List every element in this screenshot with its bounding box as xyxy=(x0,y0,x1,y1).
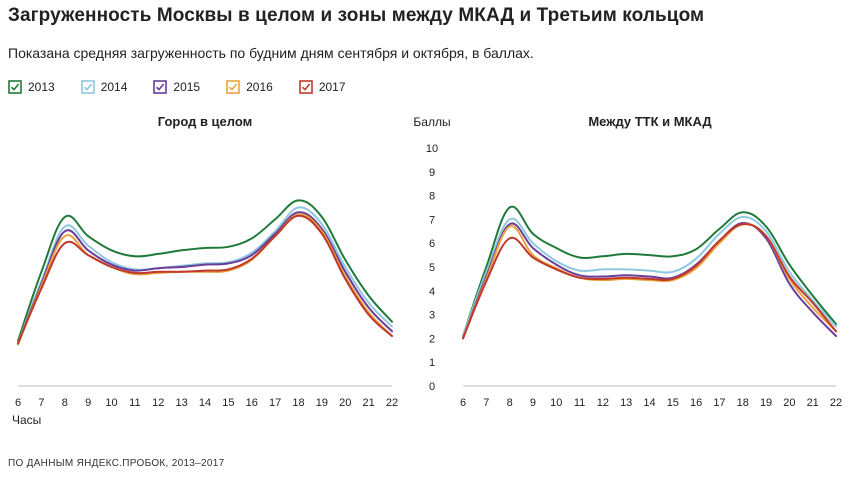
y-tick-label: 5 xyxy=(429,262,435,274)
source-note: ПО ДАННЫМ ЯНДЕКС.ПРОБОК, 2013–2017 xyxy=(8,458,225,469)
chart-panel-1: Город в целом 6 7 8 9 10 11 12 13 14 15 16 17 18 19 20 2… xyxy=(12,114,398,427)
x-tick-label: 10 xyxy=(105,397,117,409)
legend-label: 2016 xyxy=(246,80,273,94)
y-tick-label: 10 xyxy=(426,143,438,155)
x-axis-label: Часы xyxy=(12,413,41,427)
x-tick-label: 22 xyxy=(830,397,842,409)
x-tick-label: 8 xyxy=(62,397,68,409)
x-tick-label: 18 xyxy=(292,397,304,409)
x-tick-label: 9 xyxy=(85,397,91,409)
x-tick-label: 13 xyxy=(620,397,632,409)
x-tick-label: 20 xyxy=(339,397,351,409)
legend-item-2017[interactable]: 2017 xyxy=(299,80,346,94)
chart-title: Город в целом xyxy=(158,114,253,129)
series-line-2015 xyxy=(462,221,837,340)
x-tick-label: 11 xyxy=(574,397,585,409)
y-tick-label: 2 xyxy=(429,333,435,345)
page-subtitle: Показана средняя загруженность по будним… xyxy=(8,45,534,61)
y-tick-label: 7 xyxy=(429,214,435,226)
x-tick-label: 6 xyxy=(15,397,21,409)
series-line-2017 xyxy=(462,223,837,340)
x-tick-label: 11 xyxy=(129,397,140,409)
series-line-2013 xyxy=(17,199,393,342)
x-tick-label: 17 xyxy=(269,397,281,409)
check-icon xyxy=(299,80,313,94)
y-axis-label: Баллы xyxy=(413,115,450,129)
x-tick-label: 12 xyxy=(152,397,164,409)
legend-label: 2015 xyxy=(173,80,201,94)
x-tick-label: 14 xyxy=(199,397,211,409)
y-tick-label: 4 xyxy=(429,286,435,298)
y-tick-label: 0 xyxy=(429,381,435,393)
check-icon xyxy=(226,80,240,94)
legend-item-2013[interactable]: 2013 xyxy=(8,80,55,94)
check-icon xyxy=(153,80,168,94)
chart-title: Между ТТК и МКАД xyxy=(588,114,712,129)
x-tick-label: 17 xyxy=(713,397,725,409)
legend-item-2016[interactable]: 2016 xyxy=(226,80,273,94)
legend: 2013 2014 2015 2016 2017 xyxy=(8,80,372,94)
y-tick-label: 9 xyxy=(429,167,435,179)
x-tick-label: 15 xyxy=(222,397,234,409)
y-tick-label: 8 xyxy=(429,191,435,203)
y-tick-label: 6 xyxy=(429,238,435,250)
x-tick-label: 7 xyxy=(483,397,489,409)
series-line-2015 xyxy=(17,211,393,346)
x-tick-label: 16 xyxy=(690,397,702,409)
x-tick-label: 22 xyxy=(386,397,398,409)
legend-label: 2013 xyxy=(28,80,55,94)
legend-label: 2014 xyxy=(100,80,128,94)
x-tick-label: 18 xyxy=(737,397,749,409)
check-icon xyxy=(80,80,95,94)
series-line-2016 xyxy=(17,213,393,346)
series-line-2017 xyxy=(17,214,393,345)
check-icon xyxy=(8,80,22,94)
x-tick-label: 21 xyxy=(363,397,375,409)
x-tick-label: 21 xyxy=(807,397,819,409)
page-title: Загруженность Москвы в целом и зоны межд… xyxy=(8,5,705,26)
x-tick-label: 12 xyxy=(597,397,609,409)
x-tick-label: 19 xyxy=(316,397,328,409)
x-tick-label: 13 xyxy=(176,397,188,409)
y-tick-label: 1 xyxy=(429,357,435,369)
x-tick-label: 16 xyxy=(246,397,258,409)
x-tick-label: 19 xyxy=(760,397,772,409)
x-tick-label: 7 xyxy=(38,397,44,409)
y-tick-label: 3 xyxy=(429,310,435,322)
x-tick-label: 14 xyxy=(643,397,655,409)
legend-label: 2017 xyxy=(318,80,346,94)
series-line-2014 xyxy=(17,206,393,345)
x-tick-label: 8 xyxy=(507,397,513,409)
x-tick-label: 9 xyxy=(530,397,536,409)
x-tick-label: 6 xyxy=(460,397,466,409)
legend-item-2015[interactable]: 2015 xyxy=(153,80,200,94)
x-tick-label: 10 xyxy=(550,397,562,409)
x-tick-label: 15 xyxy=(667,397,679,409)
x-tick-label: 20 xyxy=(783,397,795,409)
legend-item-2014[interactable]: 2014 xyxy=(80,80,128,94)
series-line-2014 xyxy=(462,215,837,337)
series-line-2013 xyxy=(462,205,837,337)
